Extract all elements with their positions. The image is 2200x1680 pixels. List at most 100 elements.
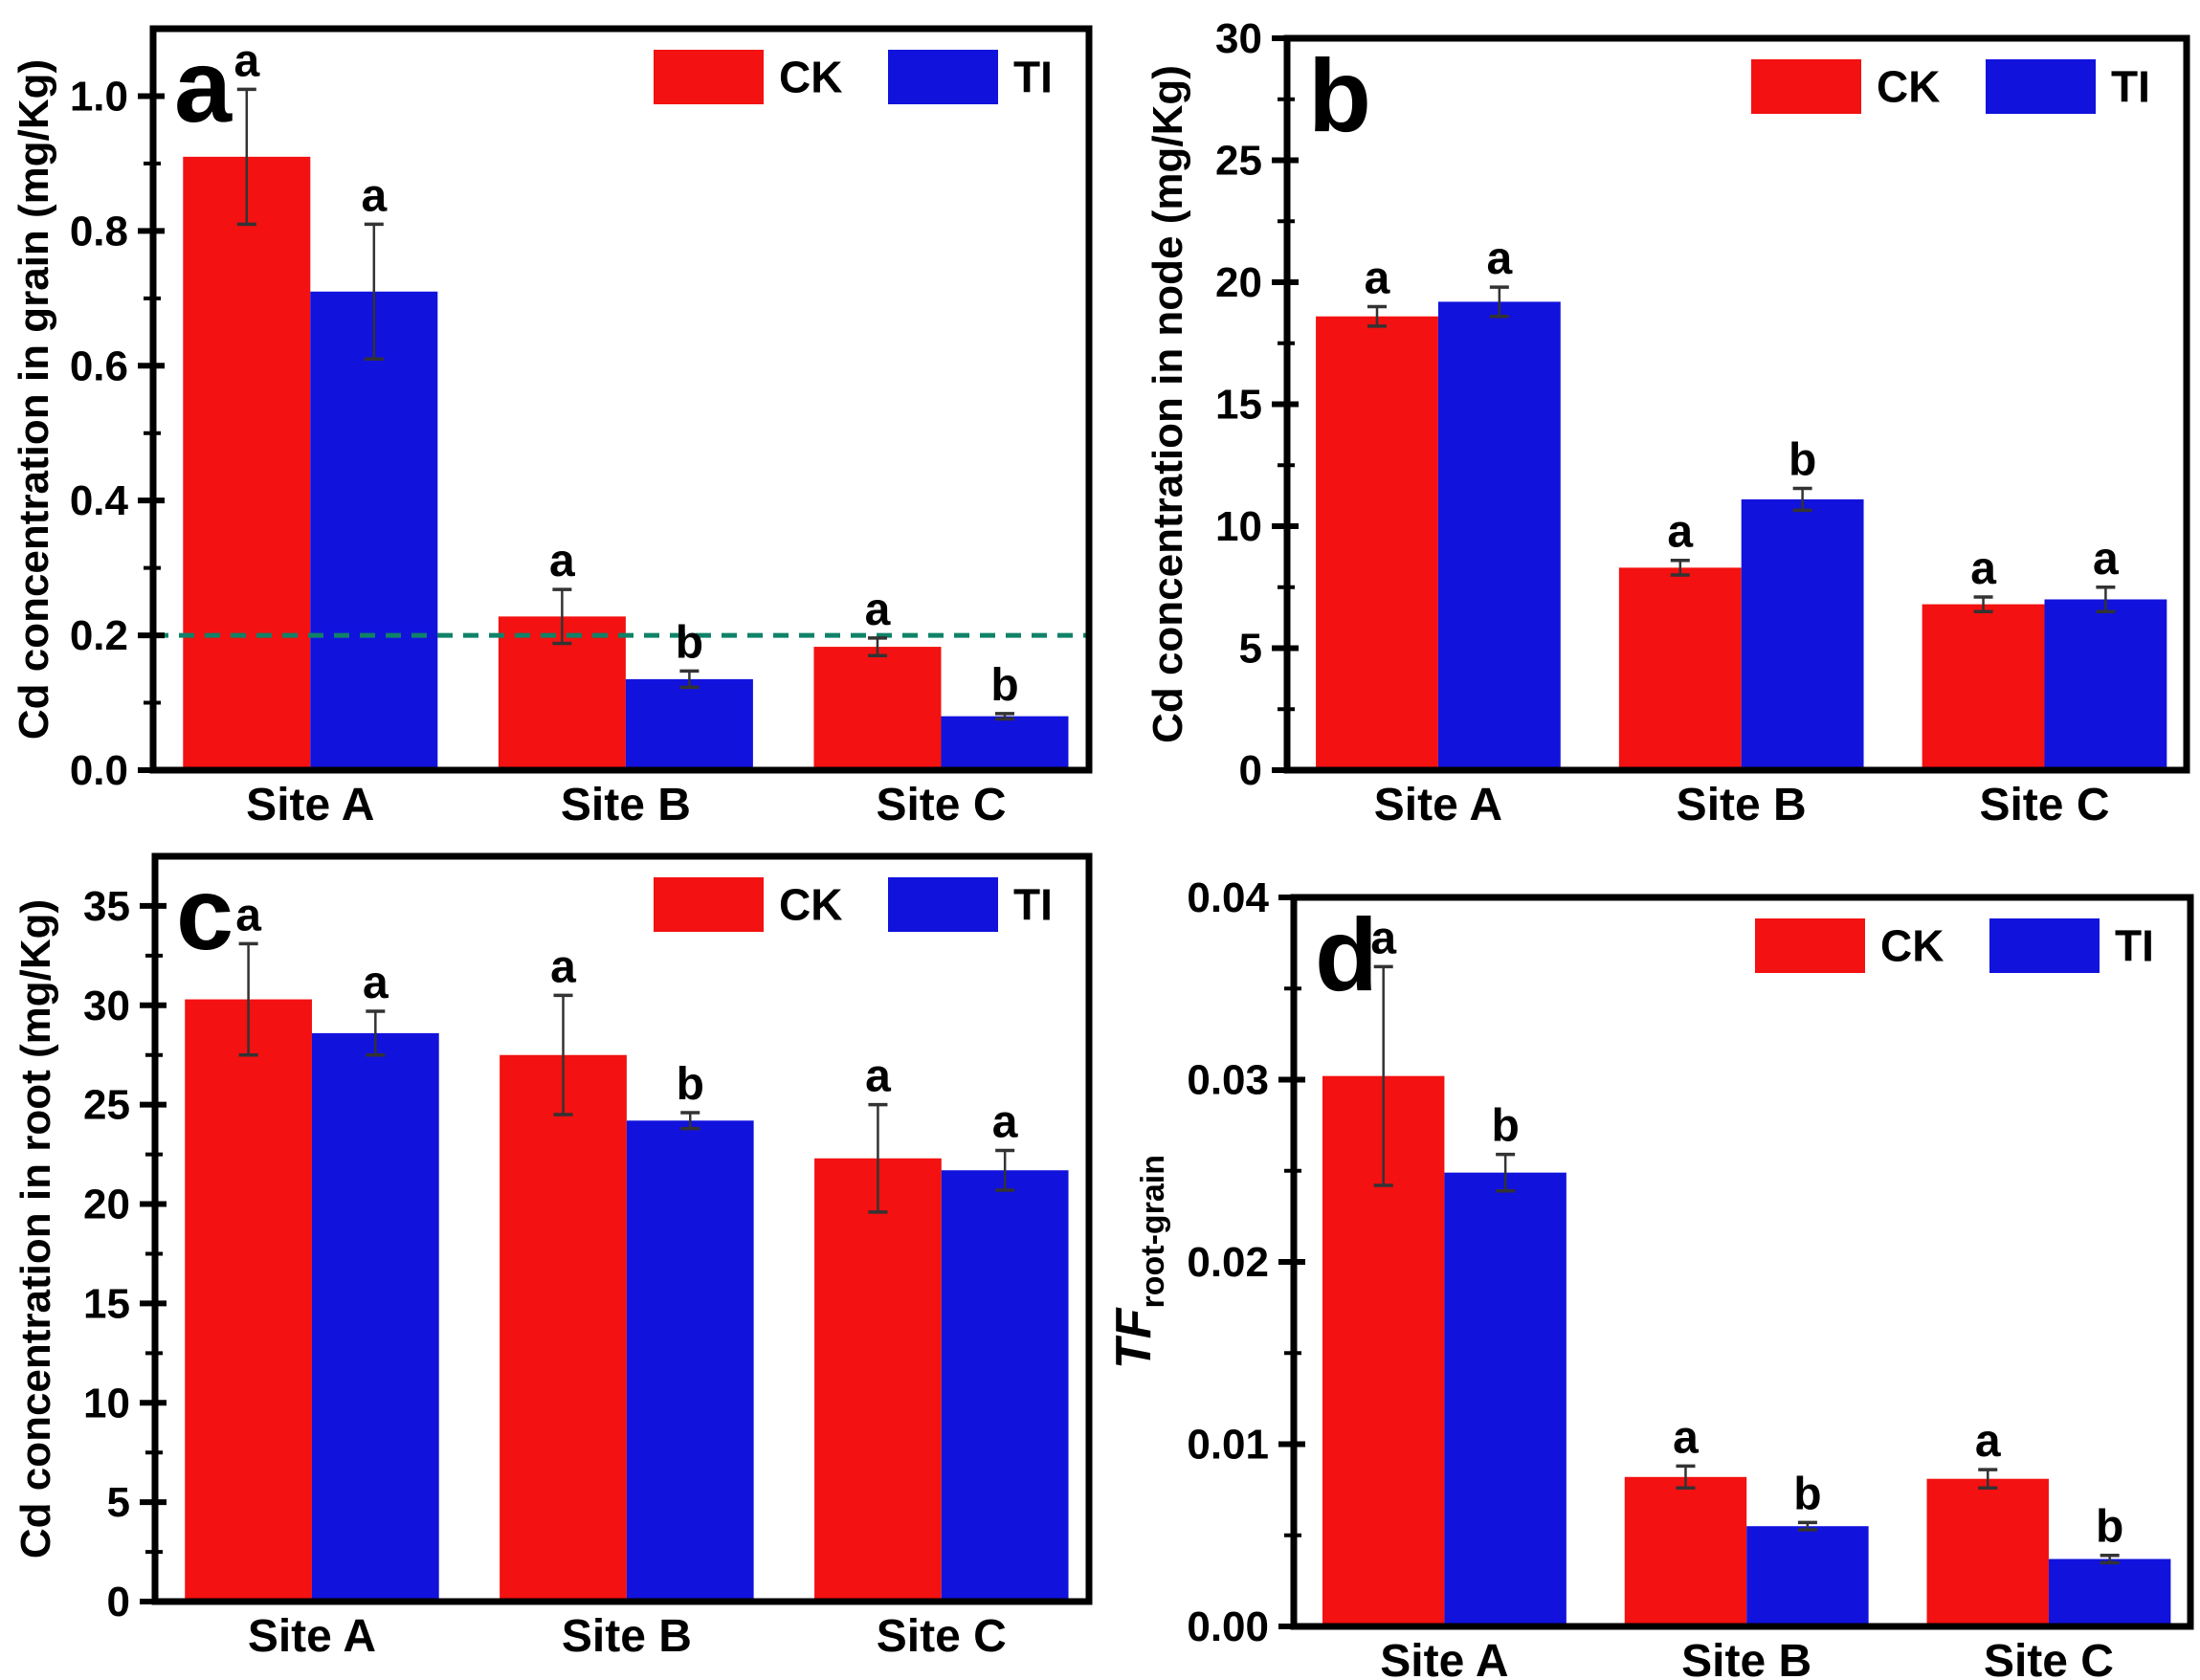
sig-letter-ti-site-a: a	[363, 958, 389, 1008]
panel-a: a a a a b b 0.0 0.2 0.4 0.6 0.8 1.0 Cd concentration…	[0, 0, 1100, 840]
bar-ck-site-c	[814, 1158, 942, 1602]
y-axis-title: Cd concentration in node (mg/Kg)	[1144, 65, 1191, 743]
x-tick-label-site-b: Site B	[561, 780, 691, 830]
legend-label-ti: TI	[2111, 62, 2150, 112]
y-axis-title-subscript: root-grain	[1135, 1155, 1171, 1309]
x-tick-label-site-c: Site C	[1984, 1636, 2114, 1680]
sig-letter-ti-site-a: a	[1486, 233, 1512, 284]
y-tick-label: 5	[1239, 626, 1262, 673]
sig-letter-ck-site-a: a	[235, 890, 261, 940]
sig-letter-ck-site-c: a	[1975, 1416, 2001, 1467]
legend-swatch-ti	[1986, 59, 2096, 114]
plot-frame	[1283, 34, 2190, 774]
y-tick-label: 30	[83, 983, 130, 1029]
y-axis-title: TFroot-grain	[1106, 1155, 1171, 1369]
y-tick-label: 0.8	[70, 208, 128, 254]
bar-ti-site-c	[2048, 1558, 2171, 1626]
sig-letter-ck-site-c: a	[865, 585, 891, 635]
legend-swatch-ti	[1989, 918, 2100, 973]
bar-ti-site-c	[941, 716, 1069, 770]
panel-b: a a a a b a 0 5 10 15 20 25 30 Cd concentration in no…	[1100, 0, 2200, 840]
bar-ti-site-a	[311, 1032, 439, 1602]
x-tick-label-site-a: Site A	[246, 780, 374, 830]
y-tick-label: 0.03	[1187, 1057, 1269, 1104]
sig-letter-ti-site-b: b	[677, 1059, 704, 1110]
sig-letter-ti-site-b: b	[676, 617, 703, 668]
bar-ti-site-c	[2044, 599, 2167, 770]
y-tick-label: 0.2	[70, 612, 128, 659]
x-tick-label-site-a: Site A	[1380, 1636, 1508, 1680]
bar-ti-site-a	[1444, 1172, 1567, 1626]
legend-label-ck: CK	[1877, 62, 1940, 112]
chart-d: a a a b b b 0.00 0.01 0.02 0.03 0.04 TFroot-grain Si…	[1100, 840, 2200, 1680]
chart-c: a a a a b a 0 5 10 15 20 25 30 35 Cd concentration in …	[0, 840, 1100, 1680]
sig-letter-ck-site-c: a	[1970, 543, 1996, 594]
bar-ck-site-c	[813, 647, 942, 770]
y-tick-label: 0.00	[1187, 1603, 1269, 1650]
x-tick-label-site-b: Site B	[562, 1611, 692, 1662]
legend-swatch-ck	[1751, 59, 1861, 114]
bar-ti-site-c	[941, 1170, 1069, 1602]
y-tick-label: 0.6	[70, 343, 128, 389]
y-tick-label: 0.4	[70, 477, 129, 524]
y-axis-title-main: TF	[1106, 1307, 1162, 1369]
y-tick-label: 5	[107, 1479, 130, 1526]
y-tick-label: 0.04	[1187, 874, 1269, 921]
x-tick-label-site-c: Site C	[1979, 780, 2109, 830]
x-tick-label-site-c: Site C	[877, 1611, 1007, 1662]
y-axis-title: Cd concentration in root (mg/Kg)	[12, 899, 59, 1558]
panel-d: a a a b b b 0.00 0.01 0.02 0.03 0.04 TFroot-grain Si…	[1100, 840, 2200, 1680]
bar-ti-site-a	[1437, 301, 1561, 770]
bar-ck-site-a	[1316, 316, 1438, 770]
legend-swatch-ck	[1755, 918, 1865, 973]
legend-label-ck: CK	[779, 880, 842, 930]
sig-letter-ti-site-c: a	[992, 1096, 1018, 1147]
sig-letter-ck-site-a: a	[1370, 913, 1396, 963]
sig-letter-ck-site-b: a	[549, 536, 575, 586]
y-tick-label: 0.0	[70, 747, 128, 794]
y-axis-title: Cd concentration in grain (mg/Kg)	[11, 59, 57, 740]
sig-letter-ck-site-a: a	[1365, 254, 1390, 304]
legend-label-ck: CK	[779, 53, 842, 102]
y-tick-label: 15	[83, 1280, 130, 1327]
legend-label-ti: TI	[1013, 880, 1053, 930]
sig-letter-ti-site-a: a	[361, 170, 387, 221]
panel-letter-a: a	[174, 28, 233, 144]
legend-swatch-ck	[654, 50, 764, 104]
sig-letter-ti-site-c: b	[990, 660, 1018, 711]
bar-ck-site-b	[1618, 567, 1742, 770]
panel-letter-b: b	[1308, 37, 1371, 153]
sig-letter-ck-site-c: a	[865, 1051, 891, 1102]
y-tick-label: 0.01	[1187, 1422, 1269, 1469]
bar-ti-site-b	[1746, 1526, 1869, 1626]
bar-ti-site-a	[310, 291, 438, 770]
plot-frame	[151, 852, 1093, 1605]
y-tick-label: 0	[107, 1579, 130, 1625]
legend-swatch-ti	[888, 50, 998, 104]
sig-letter-ck-site-a: a	[233, 35, 259, 86]
plot-frame	[149, 25, 1093, 774]
sig-letter-ck-site-b: a	[550, 941, 576, 992]
panel-letter-c: c	[176, 855, 233, 971]
y-tick-label: 35	[83, 883, 130, 930]
y-tick-label: 0	[1239, 747, 1262, 794]
y-tick-label: 1.0	[70, 73, 128, 120]
sig-letter-ti-site-c: b	[2096, 1502, 2123, 1553]
chart-b: a a a a b a 0 5 10 15 20 25 30 Cd concentration in no…	[1100, 0, 2200, 840]
x-tick-label-site-b: Site B	[1681, 1636, 1811, 1680]
bar-ti-site-b	[626, 1120, 754, 1602]
sig-letter-ti-site-b: b	[1793, 1469, 1821, 1519]
x-tick-label-site-c: Site C	[876, 780, 1006, 830]
y-tick-label: 25	[83, 1082, 130, 1129]
y-tick-label: 0.02	[1187, 1239, 1269, 1286]
legend-label-ti: TI	[2115, 921, 2154, 971]
panel-c: a a a a b a 0 5 10 15 20 25 30 35 Cd concentration in …	[0, 840, 1100, 1680]
x-tick-label-site-a: Site A	[1374, 780, 1502, 830]
legend-label-ck: CK	[1880, 921, 1944, 971]
legend-label-ti: TI	[1013, 53, 1053, 102]
sig-letter-ck-site-b: a	[1667, 507, 1693, 558]
legend-swatch-ti	[888, 877, 998, 932]
sig-letter-ck-site-b: a	[1673, 1412, 1699, 1463]
